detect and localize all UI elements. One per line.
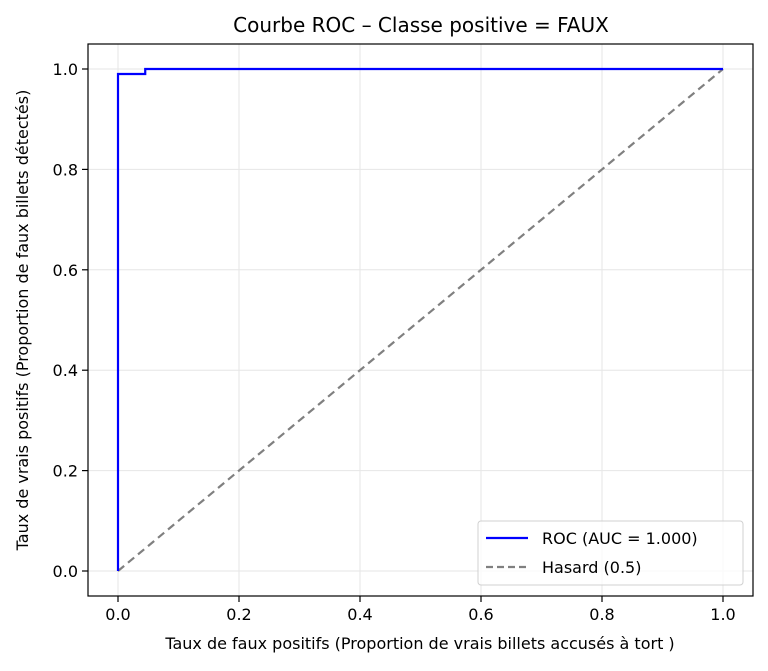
y-tick-label: 1.0: [53, 60, 78, 79]
x-axis-label: Taux de faux positifs (Proportion de vra…: [164, 634, 674, 653]
legend-roc-label: ROC (AUC = 1.000): [542, 529, 698, 548]
y-axis-label: Taux de vrais positifs (Proportion de fa…: [13, 90, 32, 552]
x-axis-ticks: 0.0 0.2 0.4 0.6 0.8 1.0: [105, 596, 736, 624]
y-tick-label: 0.6: [53, 261, 78, 280]
y-tick-label: 0.4: [53, 361, 78, 380]
y-tick-label: 0.0: [53, 562, 78, 581]
y-axis-ticks: 0.0 0.2 0.4 0.6 0.8 1.0: [53, 60, 88, 581]
data-series: [116, 67, 724, 572]
y-tick-label: 0.2: [53, 462, 78, 481]
legend-box: [477, 520, 744, 586]
plot-frame: [87, 43, 754, 597]
x-tick-label: 0.8: [589, 605, 614, 624]
x-tick-label: 0.2: [226, 605, 251, 624]
x-tick-label: 0.0: [105, 605, 130, 624]
x-tick-label: 0.4: [347, 605, 372, 624]
legend: ROC (AUC = 1.000) Hasard (0.5): [477, 520, 744, 586]
chart-title: Courbe ROC – Classe positive = FAUX: [233, 13, 609, 37]
x-tick-label: 0.6: [468, 605, 493, 624]
legend-random-label: Hasard (0.5): [542, 558, 641, 577]
y-tick-label: 0.8: [53, 160, 78, 179]
random-baseline: [117, 68, 724, 572]
x-tick-label: 1.0: [710, 605, 735, 624]
roc-curve: [116, 67, 723, 571]
